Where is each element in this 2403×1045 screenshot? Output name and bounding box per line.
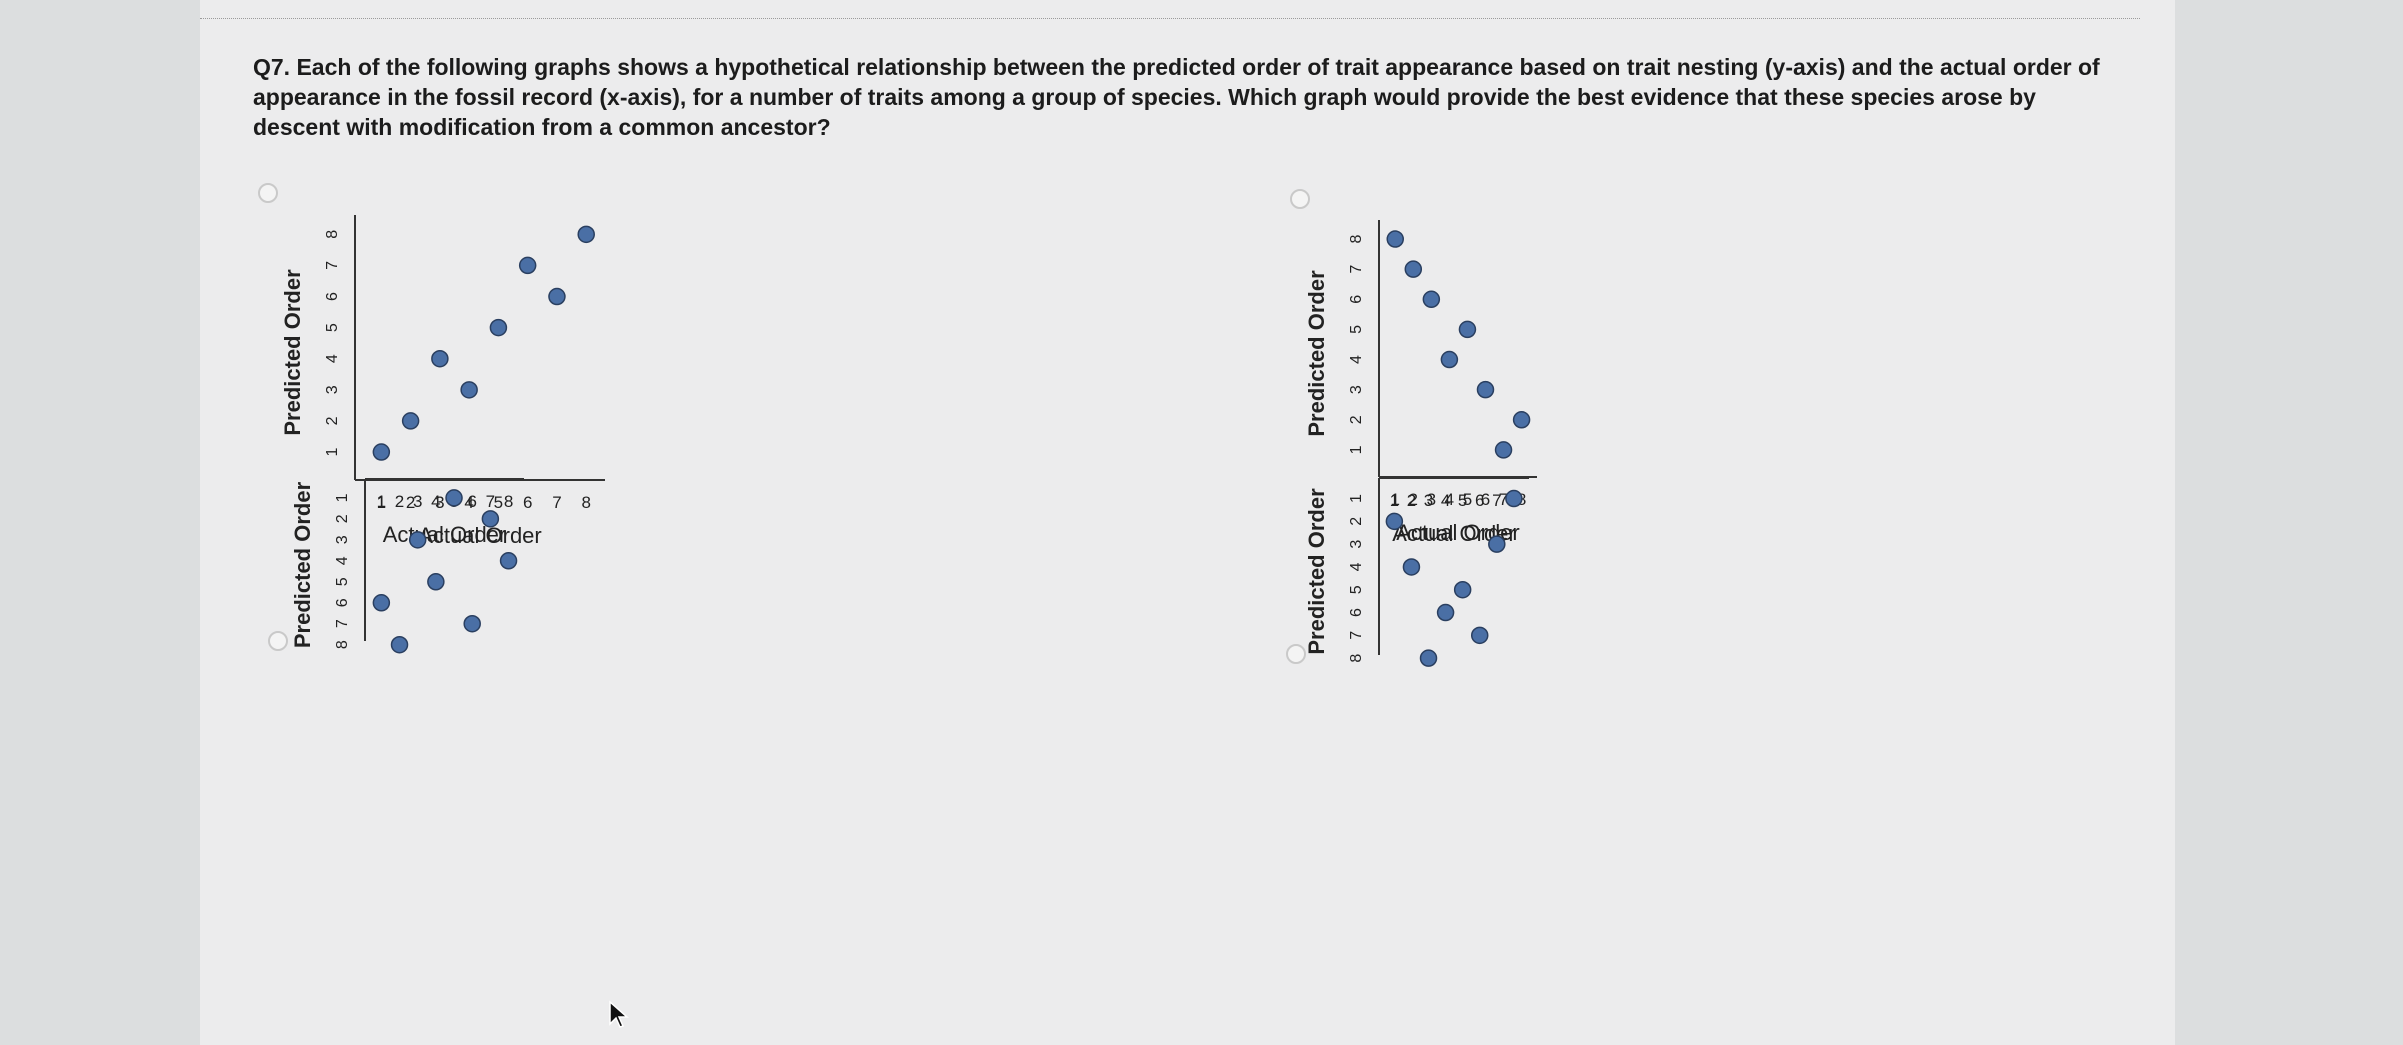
- question-text: Q7. Each of the following graphs shows a…: [253, 54, 2100, 140]
- option-d-radio[interactable]: [1286, 644, 1306, 664]
- quiz-page: [200, 0, 2175, 1045]
- option-a-radio[interactable]: [258, 183, 278, 203]
- top-divider: [200, 18, 2140, 19]
- option-c-radio[interactable]: [268, 631, 288, 651]
- mouse-pointer-icon: [609, 1000, 629, 1028]
- option-b-radio[interactable]: [1290, 189, 1310, 209]
